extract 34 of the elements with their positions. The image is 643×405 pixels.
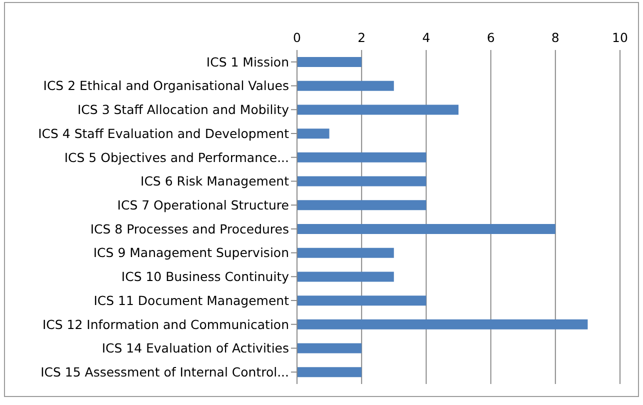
y-tick-label: ICS 6 Risk Management xyxy=(140,174,290,189)
bar xyxy=(297,319,588,330)
y-tick-label: ICS 9 Management Supervision xyxy=(93,245,289,260)
bar xyxy=(297,367,362,378)
y-tick-label: ICS 4 Staff Evaluation and Development xyxy=(38,126,290,141)
bar xyxy=(297,200,426,210)
x-tick-label: 4 xyxy=(422,30,430,45)
bar xyxy=(297,343,362,354)
bar xyxy=(297,57,362,67)
x-tick-label: 2 xyxy=(358,30,366,45)
bar xyxy=(297,176,426,186)
y-tick-label: ICS 12 Information and Communication xyxy=(42,316,289,332)
y-tick-label: ICS 7 Operational Structure xyxy=(117,198,290,213)
bar xyxy=(297,104,458,115)
y-tick-label: ICS 15 Assessment of Internal Control... xyxy=(40,364,289,380)
bar xyxy=(297,296,426,306)
y-tick-label: ICS 2 Ethical and Organisational Values xyxy=(43,78,289,94)
bar xyxy=(297,80,394,91)
y-tick-label: ICS 3 Staff Allocation and Mobility xyxy=(78,102,290,118)
bar xyxy=(297,152,426,162)
x-tick-label: 8 xyxy=(551,30,560,45)
y-tick-label: ICS 14 Evaluation of Activities xyxy=(102,340,289,356)
bar xyxy=(297,224,556,234)
bar xyxy=(297,248,394,258)
x-tick-label: 6 xyxy=(486,30,495,45)
y-tick-label: ICS 10 Business Continuity xyxy=(121,269,290,284)
y-tick-label: ICS 11 Document Management xyxy=(94,292,290,308)
bar xyxy=(297,128,330,139)
y-tick-label: ICS 8 Processes and Procedures xyxy=(90,221,289,236)
y-tick-label: ICS 1 Mission xyxy=(206,54,289,70)
x-tick-label: 0 xyxy=(293,30,302,45)
x-tick-label: 10 xyxy=(612,30,628,45)
bar xyxy=(297,272,394,282)
y-tick-label: ICS 5 Objectives and Performance... xyxy=(64,150,289,165)
